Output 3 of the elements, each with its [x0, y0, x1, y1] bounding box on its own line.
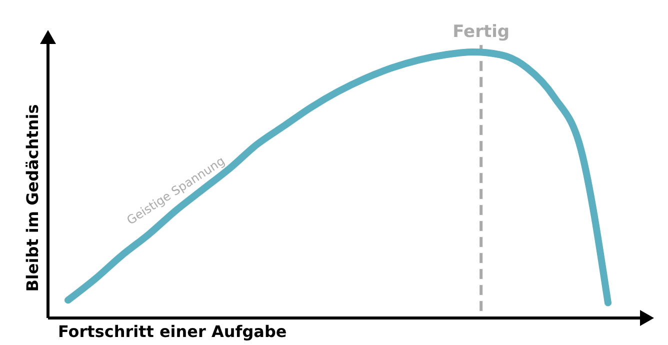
x-axis-title: Fortschritt einer Aufgabe — [58, 322, 287, 341]
y-axis-title: Bleibt im Gedächtnis — [23, 104, 42, 292]
text: Fertig — [452, 22, 510, 42]
